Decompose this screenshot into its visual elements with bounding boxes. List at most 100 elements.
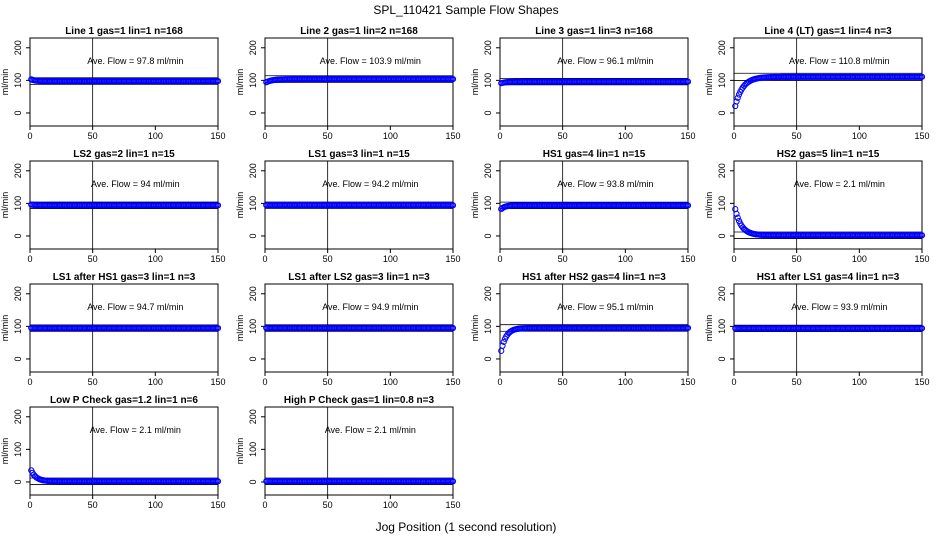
x-tick-label: 150 (210, 254, 225, 264)
y-axis-label: ml/min (235, 315, 245, 342)
panel-title: LS1 after LS2 gas=3 lin=1 n=3 (288, 272, 430, 283)
x-tick-label: 50 (323, 500, 333, 510)
y-tick-label: 0 (717, 233, 727, 238)
y-tick-label: 200 (717, 163, 727, 178)
y-tick-label: 0 (13, 356, 23, 361)
y-tick-label: 0 (483, 233, 493, 238)
y-tick-label: 200 (248, 163, 258, 178)
data-point (449, 478, 457, 485)
x-tick-label: 100 (383, 131, 398, 141)
x-tick-label: 0 (262, 377, 267, 387)
x-tick-label: 100 (148, 254, 163, 264)
data-points (263, 324, 457, 332)
data-points (732, 206, 926, 239)
x-tick-label: 50 (558, 254, 568, 264)
data-points (28, 467, 222, 485)
panel: LS1 after LS2 gas=3 lin=1 n=3 0 100 200 ml/m… (235, 272, 461, 387)
y-tick-label: 100 (13, 196, 23, 211)
data-point (684, 324, 692, 332)
x-tick-label: 150 (680, 377, 695, 387)
panel: Line 4 (LT) gas=1 lin=4 n=3 0 100 200 ml/min… (704, 26, 930, 141)
panel: HS1 after LS1 gas=4 lin=1 n=3 0 100 200 ml/m… (704, 272, 930, 387)
y-axis-label: ml/min (470, 192, 480, 219)
data-points (263, 201, 457, 209)
data-point (214, 324, 222, 332)
x-tick-label: 100 (618, 377, 633, 387)
average-flow-note: Ave. Flow = 94 ml/min (91, 179, 180, 189)
x-tick-label: 150 (445, 377, 460, 387)
x-tick-label: 150 (210, 131, 225, 141)
y-tick-label: 100 (717, 319, 727, 334)
x-tick-label: 0 (497, 377, 502, 387)
panel: Line 2 gas=1 lin=2 n=168 0 100 200 ml/min 0 50… (235, 26, 461, 141)
y-axis-label: ml/min (235, 192, 245, 219)
panel-title: HS1 after LS1 gas=4 lin=1 n=3 (757, 272, 900, 283)
y-tick-label: 100 (248, 319, 258, 334)
y-tick-label: 100 (248, 442, 258, 457)
x-tick-label: 100 (852, 254, 867, 264)
y-tick-label: 100 (483, 196, 493, 211)
x-tick-label: 150 (914, 131, 929, 141)
y-tick-label: 200 (248, 409, 258, 424)
y-tick-label: 100 (248, 196, 258, 211)
x-tick-label: 0 (731, 131, 736, 141)
average-flow-note: Ave. Flow = 103.9 ml/min (320, 56, 421, 66)
x-tick-label: 100 (618, 254, 633, 264)
y-tick-label: 0 (483, 356, 493, 361)
panel: HS2 gas=5 lin=1 n=15 0 100 200 ml/min 0 50 100 1… (704, 149, 930, 264)
data-points (263, 75, 457, 86)
data-point (684, 202, 692, 209)
x-tick-label: 0 (27, 377, 32, 387)
x-tick-label: 0 (27, 254, 32, 264)
data-point (214, 478, 222, 485)
x-tick-label: 100 (383, 500, 398, 510)
average-flow-note: Ave. Flow = 97.8 ml/min (87, 56, 183, 66)
panel: LS1 after HS1 gas=3 lin=1 n=3 0 100 200 ml/m… (0, 272, 226, 387)
x-tick-label: 50 (88, 131, 98, 141)
average-flow-note: Ave. Flow = 93.8 ml/min (557, 179, 653, 189)
x-tick-label: 50 (88, 377, 98, 387)
x-tick-label: 150 (914, 254, 929, 264)
data-point (918, 73, 926, 80)
y-tick-label: 100 (248, 73, 258, 88)
average-flow-note: Ave. Flow = 2.1 ml/min (325, 425, 416, 435)
y-tick-label: 200 (13, 286, 23, 301)
data-points (732, 73, 926, 110)
x-tick-label: 0 (262, 500, 267, 510)
data-point (733, 98, 740, 105)
x-tick-label: 0 (731, 254, 736, 264)
x-tick-label: 100 (383, 254, 398, 264)
y-axis-label: ml/min (235, 69, 245, 96)
x-tick-label: 0 (262, 254, 267, 264)
x-tick-label: 150 (445, 254, 460, 264)
y-tick-label: 100 (13, 319, 23, 334)
x-tick-label: 150 (680, 131, 695, 141)
data-points (263, 478, 457, 485)
x-tick-label: 0 (731, 377, 736, 387)
x-tick-label: 50 (558, 131, 568, 141)
y-axis-label: ml/min (470, 315, 480, 342)
panel-title: LS1 gas=3 lin=1 n=15 (308, 149, 410, 160)
y-tick-label: 100 (483, 319, 493, 334)
x-tick-label: 150 (210, 500, 225, 510)
average-flow-note: Ave. Flow = 2.1 ml/min (794, 179, 885, 189)
data-point (918, 232, 926, 239)
y-tick-label: 200 (248, 40, 258, 55)
y-tick-label: 200 (13, 409, 23, 424)
x-tick-label: 50 (323, 254, 333, 264)
y-tick-label: 0 (13, 233, 23, 238)
y-tick-label: 0 (248, 479, 258, 484)
x-tick-label: 100 (618, 131, 633, 141)
x-tick-label: 0 (27, 131, 32, 141)
y-tick-label: 0 (248, 356, 258, 361)
x-axis-label: Jog Position (1 second resolution) (376, 520, 557, 534)
data-point (733, 210, 740, 217)
panel: Line 1 gas=1 lin=1 n=168 0 100 200 ml/min 0 50… (0, 26, 226, 141)
x-tick-label: 100 (852, 131, 867, 141)
y-axis-label: ml/min (704, 192, 714, 219)
x-tick-label: 100 (148, 377, 163, 387)
data-points (498, 324, 692, 354)
y-tick-label: 200 (717, 286, 727, 301)
y-tick-label: 100 (483, 73, 493, 88)
